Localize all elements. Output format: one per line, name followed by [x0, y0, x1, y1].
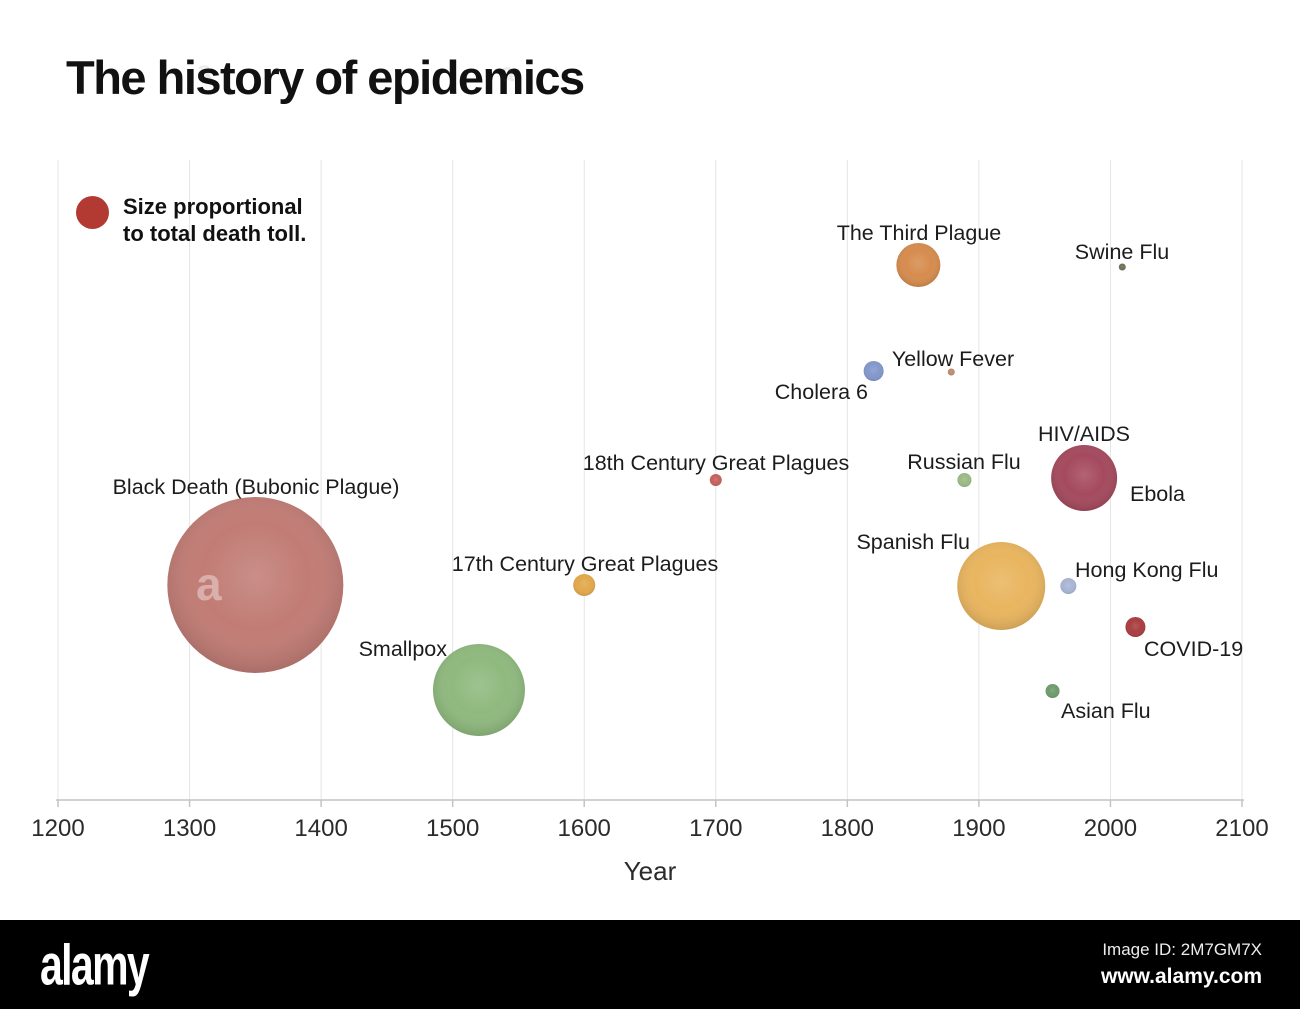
bubble-texture [863, 361, 884, 381]
footer-info: Image ID: 2M7GM7X www.alamy.com [1101, 940, 1262, 989]
axis-tick-label: 2000 [1084, 815, 1137, 842]
point-label-hiv-aids: HIV/AIDS [1038, 422, 1130, 446]
bubble-texture [167, 497, 344, 673]
x-axis-title: Year [624, 856, 677, 886]
bubble-texture [957, 473, 972, 487]
axis-tick-label: 1300 [163, 815, 216, 842]
bubble-texture [1125, 617, 1146, 637]
bubble-texture [957, 542, 1046, 630]
watermark-glyph: a [197, 55, 212, 85]
axis-tick-label: 1700 [689, 815, 742, 842]
bubble-texture [1051, 445, 1118, 511]
point-label-black-death-bubonic-plague: Black Death (Bubonic Plague) [113, 475, 400, 499]
alamy-url: www.alamy.com [1100, 965, 1262, 988]
image-id-label: Image ID: 2M7GM7X [1102, 940, 1262, 959]
axis-tick-label: 1500 [426, 815, 479, 842]
point-label-the-third-plague: The Third Plague [837, 221, 1002, 245]
bubble-texture [1060, 578, 1077, 594]
watermark-glyph: a [196, 558, 222, 610]
axis-tick-label: 2100 [1215, 815, 1268, 842]
alamy-footer: alamy Image ID: 2M7GM7X www.alamy.com [0, 920, 1300, 1009]
point-label-yellow-fever: Yellow Fever [892, 347, 1014, 371]
legend-text: Size proportional to total death toll. [123, 194, 307, 246]
point-label-smallpox: Smallpox [359, 637, 448, 661]
epidemics-bubble-chart: 1200 1300 1400 1500 1600 1700 1800 1900 2000 2100… [31, 55, 1268, 886]
watermark-glyph: a [500, 57, 515, 87]
alamy-logo: alamy [40, 932, 150, 997]
axis-tick-label: 1900 [952, 815, 1005, 842]
bubble-texture [573, 574, 596, 596]
chart-title: The history of epidemics [66, 51, 585, 104]
axis-tick-label: 1600 [558, 815, 611, 842]
legend-swatch-circle [76, 196, 109, 229]
bubble-texture [709, 474, 722, 486]
axis-tick-label: 1200 [31, 815, 84, 842]
point-label-spanish-flu: Spanish Flu [856, 530, 970, 554]
bubble-texture [896, 243, 941, 287]
bubble-texture [432, 644, 525, 736]
point-label-cholera-6: Cholera 6 [775, 380, 868, 404]
bubble-texture [1045, 684, 1060, 698]
point-label-17th-century-great-plagues: 17th Century Great Plagues [452, 552, 719, 576]
point-label-ebola: Ebola [1130, 482, 1185, 506]
point-label-hong-kong-flu: Hong Kong Flu [1075, 558, 1218, 582]
point-label-asian-flu: Asian Flu [1061, 699, 1151, 723]
axis-tick-label: 1400 [294, 815, 347, 842]
point-label-18th-century-great-plagues: 18th Century Great Plagues [583, 451, 850, 475]
axis-tick-label: 1800 [821, 815, 874, 842]
point-label-russian-flu: Russian Flu [907, 450, 1021, 474]
size-legend: Size proportional to total death toll. [76, 193, 318, 247]
point-label-swine-flu: Swine Flu [1075, 240, 1169, 264]
bubble-texture [947, 368, 955, 376]
point-label-covid-19: COVID-19 [1144, 637, 1243, 661]
bubble-texture [1118, 263, 1126, 271]
